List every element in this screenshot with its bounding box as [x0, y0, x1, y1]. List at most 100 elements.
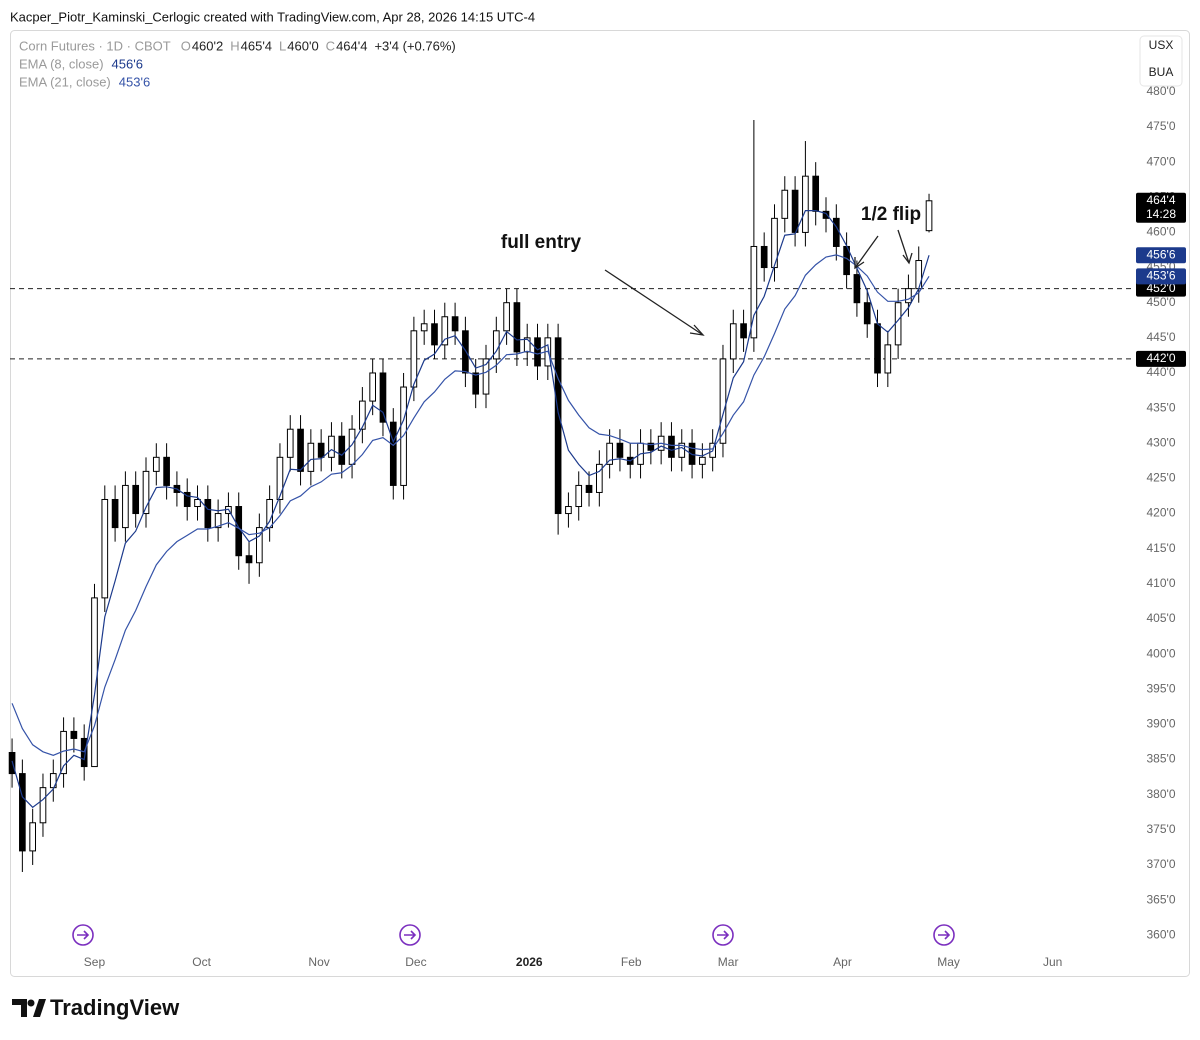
candle-body: [276, 456, 284, 500]
y-tick-label: 440'0: [1147, 365, 1176, 379]
x-tick-label: Sep: [84, 955, 106, 969]
change: +3'4 (+0.76%): [374, 38, 455, 53]
y-tick-label: 365'0: [1147, 892, 1176, 906]
candle-body: [863, 302, 871, 325]
candle-body: [832, 217, 840, 247]
x-tick-label: 2026: [516, 955, 543, 969]
candle-body: [760, 245, 768, 269]
y-tick-label: 385'0: [1147, 752, 1176, 766]
candle-body: [719, 358, 727, 444]
y-tick-label: 480'0: [1147, 84, 1176, 98]
candle-body: [915, 260, 923, 290]
event-icon[interactable]: [399, 924, 421, 946]
x-tick-label: Nov: [308, 955, 329, 969]
candle-body: [142, 470, 150, 515]
event-icon[interactable]: [712, 924, 734, 946]
arrow: [854, 235, 879, 269]
candle-body: [194, 498, 201, 508]
candle-body: [214, 513, 222, 529]
price-marker-label: 456'6: [1147, 247, 1176, 261]
candle-body: [307, 442, 315, 472]
ohlc-value: 464'4: [336, 38, 367, 53]
candle-body: [70, 730, 78, 739]
candle-body: [802, 175, 809, 233]
candle-body: [91, 597, 98, 768]
candle-body: [204, 498, 212, 529]
logo-mark: [12, 999, 27, 1017]
y-tick-label: 370'0: [1147, 857, 1176, 871]
candle-body: [122, 484, 129, 529]
price-marker: [1136, 280, 1186, 297]
legend-name: EMA (8, close): [19, 56, 104, 71]
candle-body: [699, 456, 706, 465]
plot: [8, 119, 1132, 872]
y-tick-label: 375'0: [1147, 822, 1176, 836]
countdown: 14:28: [1146, 207, 1176, 221]
candle-body: [575, 484, 583, 508]
arrow: [604, 269, 704, 336]
x-tick-label: Jun: [1043, 955, 1062, 969]
x-tick-label: Mar: [718, 955, 739, 969]
price-marker: [1136, 268, 1186, 285]
logo-mark: [27, 999, 35, 1007]
ohlc-value: 465'4: [241, 38, 272, 53]
y-tick-label: 470'0: [1147, 154, 1176, 168]
legend-name: EMA (21, close): [19, 74, 111, 89]
candle-body: [183, 491, 191, 508]
price-marker-label: 442'0: [1147, 351, 1176, 365]
candle-body: [585, 484, 593, 493]
candle-body: [317, 442, 325, 458]
candle-body: [462, 330, 469, 374]
arrow-head: [854, 257, 865, 270]
brand-logo: [12, 999, 46, 1017]
ema-line: [11, 210, 930, 809]
candle-body: [740, 323, 747, 339]
candle-body: [245, 555, 253, 564]
candle-body: [19, 773, 26, 852]
candle-body: [905, 288, 912, 304]
candle-body: [596, 463, 603, 493]
event-arrow: [404, 930, 417, 940]
x-tick-label: May: [937, 955, 960, 969]
candle-body: [420, 323, 428, 332]
candle-body: [853, 274, 861, 304]
unit-box[interactable]: [1139, 35, 1183, 87]
candle-body: [565, 506, 572, 515]
unit[interactable]: BUA: [1149, 65, 1174, 79]
candle-body: [503, 302, 510, 332]
y-tick-label: 410'0: [1147, 576, 1176, 590]
candle-body: [616, 442, 624, 458]
event-arrow: [717, 930, 730, 940]
currency[interactable]: USX: [1149, 38, 1174, 52]
ohlc-value: 460'2: [192, 38, 223, 53]
candle-body: [431, 323, 438, 346]
chart-frame: [10, 30, 1190, 977]
candle-body: [297, 428, 304, 472]
symbol: Corn Futures · 1D · CBOT: [19, 38, 171, 53]
candle-body: [523, 337, 531, 353]
candle-body: [256, 527, 263, 564]
candle-body: [554, 337, 562, 515]
candle-body: [132, 484, 140, 515]
price-marker-label: 453'6: [1147, 269, 1176, 283]
y-tick-label: 360'0: [1147, 927, 1176, 941]
candle-body: [513, 302, 521, 353]
candle-body: [771, 217, 778, 269]
candle-body: [812, 175, 820, 212]
candle-body: [791, 189, 799, 233]
event-arrow: [77, 930, 90, 940]
event-icon[interactable]: [933, 924, 955, 946]
price-marker: [1136, 247, 1186, 264]
event-icon[interactable]: [72, 924, 94, 946]
candle-body: [822, 210, 830, 219]
arrow-head: [902, 252, 913, 265]
candle-body: [668, 435, 675, 458]
candle-body: [781, 189, 789, 219]
candle-body: [451, 316, 459, 332]
y-tick-label: 415'0: [1147, 541, 1176, 555]
x-tick-label: Dec: [405, 955, 426, 969]
candle-body: [894, 302, 902, 346]
legend-value: 453'6: [119, 74, 150, 89]
